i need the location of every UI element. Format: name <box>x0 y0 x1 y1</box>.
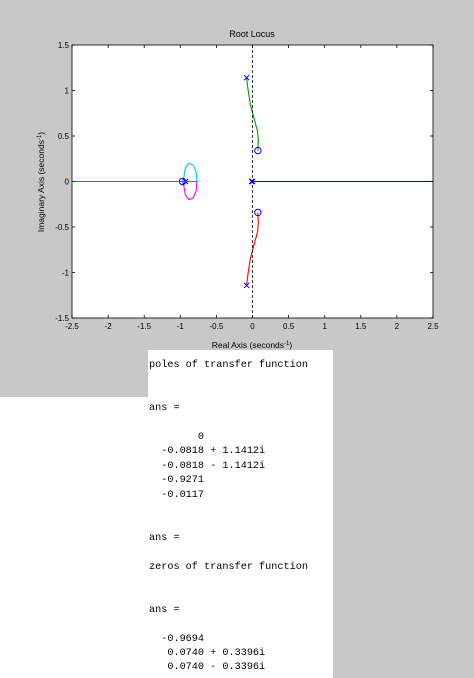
x-tick-label: -2 <box>105 322 113 331</box>
y-tick-label: -0.5 <box>55 223 69 232</box>
x-tick-label: -0.5 <box>210 322 224 331</box>
x-tick-label: -1.5 <box>137 322 151 331</box>
y-axis-label-close: ) <box>36 132 46 135</box>
x-tick-label: 0 <box>250 322 255 331</box>
background-panel-right <box>333 350 474 678</box>
console-line: -0.0818 - 1.1412i <box>149 460 266 472</box>
x-tick-label: -2.5 <box>65 322 79 331</box>
y-tick-label: 1 <box>65 87 70 96</box>
command-window-output: poles of transfer function ans = 0 -0.081… <box>148 350 333 678</box>
y-tick-label: 1.5 <box>58 41 70 50</box>
x-tick-label: 2.5 <box>427 322 439 331</box>
x-tick-label: 0.5 <box>283 322 295 331</box>
pole-marker-1 <box>243 74 250 81</box>
y-tick-label: 0 <box>65 178 70 187</box>
figure-window: -2.5 -2 -1.5 -1 -0.5 0 0.5 1 1.5 2 2.5 -1.5 -1 -0.5 0 0… <box>0 0 474 350</box>
pole-marker-0 <box>249 178 256 185</box>
zero-marker-0 <box>178 177 187 186</box>
console-line: zeros of transfer function <box>149 561 308 573</box>
y-axis-unit-exponent: -1 <box>37 134 43 140</box>
locus-branch-1 <box>246 212 259 286</box>
pole-marker-4 <box>248 178 255 185</box>
x-axis-label-close: ) <box>289 340 292 350</box>
y-axis-label: Imaginary Axis (seconds-1) <box>36 132 46 232</box>
console-line: -0.9271 <box>149 475 205 487</box>
background-panel-left <box>0 350 148 397</box>
y-tick-label: -1.5 <box>55 314 69 323</box>
y-tick-label: -1 <box>62 269 70 278</box>
x-tick-label: -1 <box>177 322 185 331</box>
x-axis-label: Real Axis (seconds-1) <box>212 340 293 350</box>
console-line: 0.0740 + 0.3396i <box>149 648 266 659</box>
zero-marker-1 <box>254 146 262 155</box>
chart-title: Root Locus <box>229 29 275 39</box>
x-tick-label: 1 <box>322 322 327 331</box>
zero-marker-2 <box>254 208 262 217</box>
console-line: -0.0818 + 1.1412i <box>149 446 266 458</box>
root-locus-plot: -2.5 -2 -1.5 -1 -0.5 0 0.5 1 1.5 2 2.5 -1.5 -1 -0.5 0 0… <box>36 29 439 350</box>
locus-branch-3 <box>72 180 198 201</box>
console-line: -0.0117 <box>149 489 205 501</box>
console-line: -0.9694 <box>149 633 205 645</box>
console-line: 0 <box>149 432 205 443</box>
y-tick-label: 0.5 <box>58 132 70 141</box>
x-axis-label-text: Real Axis (seconds <box>212 340 284 350</box>
console-line: ans = <box>149 403 180 415</box>
console-line: ans = <box>149 532 180 544</box>
x-axis-unit-exponent: -1 <box>284 341 290 347</box>
pole-marker-2 <box>243 282 250 289</box>
x-tick-label: 1.5 <box>355 322 367 331</box>
console-line: poles of transfer function <box>149 360 308 371</box>
console-line: ans = <box>149 604 180 616</box>
locus-branch-0 <box>246 77 259 151</box>
x-tick-label: 2 <box>395 322 400 331</box>
console-line: 0.0740 - 0.3396i <box>149 662 266 674</box>
y-axis-label-text: Imaginary Axis (seconds <box>36 140 46 232</box>
